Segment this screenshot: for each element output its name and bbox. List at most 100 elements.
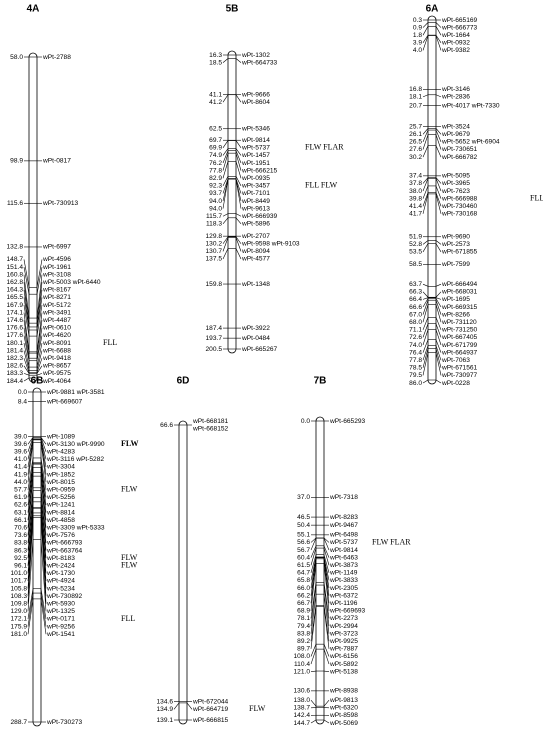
locus-position: 58.5 (409, 261, 422, 268)
connector (23, 373, 30, 376)
locus-position: 57.7 (14, 487, 27, 494)
locus-position: 76.2 (209, 160, 222, 167)
connector (422, 339, 429, 353)
locus-position: 138.0 (293, 697, 310, 704)
connector (27, 457, 34, 490)
locus-position: 108.3 (10, 593, 27, 600)
marker-name: wPt-8657 (42, 363, 71, 370)
locus-position: 118.3 (206, 221, 222, 228)
marker-name: wPt-1695 (441, 296, 470, 303)
locus-position: 134.6 (156, 698, 173, 705)
locus-position: 30.2 (409, 154, 422, 161)
connector (235, 217, 242, 225)
marker-name: wPt-7623 (441, 188, 470, 195)
connector (435, 339, 442, 353)
connector (36, 304, 43, 337)
marker-name: wPt-3116 wPt-5282 (46, 456, 104, 463)
locus-position: 115.6 (7, 200, 23, 207)
locus-position: 66.0 (297, 585, 310, 592)
connector (435, 379, 442, 384)
locus-position: 44.0 (14, 479, 27, 486)
marker-name: wPt-3304 (46, 464, 75, 471)
marker-name: wPt-5256 (46, 494, 75, 501)
connector (323, 537, 330, 543)
marker-name: wPt-2305 (329, 585, 358, 592)
connector (310, 585, 317, 627)
locus-position: 50.4 (297, 522, 310, 529)
connector (27, 588, 34, 620)
marker-name: wPt-5003 wPt-6440 (42, 279, 101, 286)
marker-name: wPt-0959 (46, 487, 75, 494)
locus-position: 63.7 (409, 281, 422, 288)
locus-position: 51.9 (409, 234, 422, 241)
locus-position: 193.7 (205, 335, 222, 342)
marker-name: wPt-665267 (241, 346, 278, 353)
locus-position: 172.1 (10, 616, 27, 623)
marker-name: wPt-5138 (329, 668, 358, 675)
connector (422, 283, 429, 287)
marker-name: wPt-8091 (42, 340, 71, 347)
marker-name: wPt-5172 (42, 302, 71, 309)
marker-name: wPt-731250 (441, 327, 478, 334)
locus-position: 181.4 (6, 347, 23, 354)
connector (222, 153, 229, 171)
locus-position: 27.6 (409, 146, 422, 153)
chromosome (178, 420, 188, 725)
connector (222, 213, 229, 217)
locus-position: 182.3 (6, 355, 23, 362)
locus-position: 4.0 (413, 47, 422, 54)
marker-name: wPt-5652 wPt-6904 (441, 139, 500, 146)
marker-name: wPt-9613 (241, 205, 270, 212)
marker-name: wPt-4064 (42, 378, 71, 385)
connector (23, 335, 30, 361)
marker-name: wPt-3491 (42, 309, 71, 316)
locus-position: 3.9 (413, 40, 422, 47)
connector (435, 22, 442, 28)
locus-position: 180.1 (6, 340, 23, 347)
locus-position: 41.4 (14, 464, 27, 471)
chromosome-name: 6D (177, 376, 190, 387)
locus-position: 66.6 (409, 304, 422, 311)
marker-name: wPt-5346 (241, 125, 270, 132)
connector (435, 145, 442, 158)
connector (310, 719, 317, 724)
connector (422, 379, 429, 384)
locus-position: 38.0 (409, 188, 422, 195)
marker-name: wPt-669607 (46, 398, 83, 405)
marker-name: wPt-5737 (329, 539, 358, 546)
connector (23, 289, 30, 327)
locus-position: 66.2 (297, 592, 310, 599)
connector (422, 134, 429, 150)
locus-position: 121.0 (293, 668, 310, 675)
connector (435, 34, 442, 43)
chromosome (427, 15, 437, 385)
connector (310, 547, 317, 566)
locus-position: 89.2 (297, 638, 310, 645)
marker-name: wPt-671561 (441, 365, 478, 372)
locus-position: 137.5 (205, 256, 222, 263)
marker-name: wPt-2788 (42, 54, 71, 61)
locus-position: 130.2 (205, 241, 222, 248)
connector (310, 563, 317, 611)
marker-name: wPt-672044 (192, 698, 229, 705)
connector (40, 497, 47, 559)
locus-position: 73.6 (14, 532, 27, 539)
locus-position: 160.8 (6, 271, 23, 278)
locus-position: 175.9 (10, 623, 27, 630)
connector (36, 320, 43, 354)
qtl-label: FLW (121, 439, 139, 448)
connector (36, 327, 43, 359)
marker-name: wPt-4487 (42, 317, 71, 324)
marker-name: wPt-6320 (329, 705, 358, 712)
locus-position: 144.7 (293, 720, 310, 727)
marker-name: wPt-3309 wPt-5333 (46, 525, 105, 532)
marker-name: wPt-2836 (441, 94, 470, 101)
marker-name: wPt-1302 (241, 52, 270, 59)
locus-position: 66.7 (297, 600, 310, 607)
marker-name: wPt-0817 (42, 158, 71, 165)
connector (422, 185, 429, 199)
connector (222, 150, 229, 164)
marker-name: wPt-730273 (46, 719, 83, 726)
connector (23, 274, 30, 319)
marker-name: wPt-663764 (46, 547, 83, 554)
